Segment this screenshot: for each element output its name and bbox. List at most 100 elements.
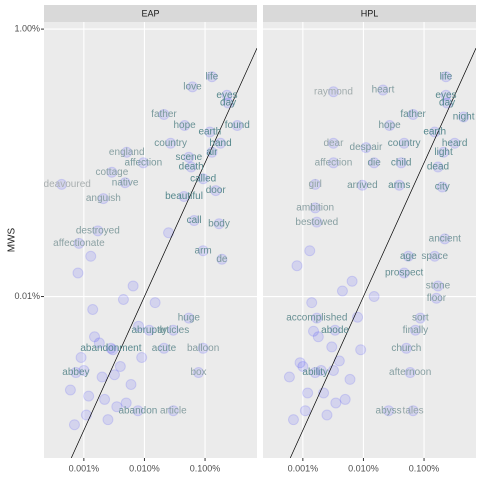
point	[102, 414, 114, 426]
point	[83, 390, 95, 402]
point	[178, 190, 190, 202]
word-label: articles	[158, 325, 190, 336]
point	[85, 250, 97, 262]
word-label: heart	[372, 85, 395, 96]
point	[133, 320, 145, 332]
point	[287, 414, 299, 426]
word-label: earth	[198, 127, 221, 138]
word-label: call	[187, 215, 202, 226]
word-label: de	[216, 254, 228, 265]
point	[215, 137, 227, 149]
point	[149, 297, 161, 309]
point	[439, 233, 451, 245]
point	[185, 161, 197, 173]
word-label: body	[208, 218, 230, 229]
point	[222, 97, 234, 109]
word-label: life	[440, 71, 453, 82]
point	[158, 342, 170, 354]
point	[114, 360, 126, 372]
point	[395, 157, 407, 169]
word-label: door	[206, 185, 227, 196]
point	[440, 89, 452, 101]
word-label: bestowed	[295, 217, 338, 228]
point	[283, 371, 295, 383]
point	[309, 178, 321, 190]
point	[429, 250, 441, 262]
point	[377, 84, 389, 96]
point	[80, 409, 92, 421]
word-label: day	[439, 98, 455, 109]
word-label: eyes	[216, 90, 237, 101]
word-label: prospect	[385, 268, 424, 279]
point	[120, 397, 132, 409]
facet-title: EAP	[141, 8, 159, 18]
point	[125, 378, 137, 390]
word-label: country	[388, 138, 421, 149]
point	[108, 369, 120, 381]
word-label: death	[179, 162, 204, 173]
word-label: night	[453, 112, 475, 123]
point	[204, 126, 216, 138]
word-label: life	[206, 71, 219, 82]
word-label: abbey	[62, 367, 89, 378]
point	[70, 367, 82, 379]
word-label: day	[220, 98, 236, 109]
x-tick-label: 0.010%	[129, 463, 160, 473]
point	[306, 297, 318, 309]
word-label: child	[391, 157, 412, 168]
point	[213, 218, 225, 230]
point	[398, 267, 410, 279]
point	[404, 367, 416, 379]
word-label: huge	[178, 313, 201, 324]
point	[336, 285, 348, 297]
word-label: city	[435, 182, 450, 193]
word-label: arms	[388, 180, 410, 191]
y-tick-label: 0.01%	[14, 291, 40, 301]
point	[299, 405, 311, 417]
point	[432, 161, 444, 173]
point	[384, 120, 396, 132]
word-label: beautiful	[165, 191, 203, 202]
point	[327, 86, 339, 98]
panel	[263, 22, 476, 458]
point	[99, 393, 111, 405]
point	[127, 280, 139, 292]
point	[111, 401, 123, 413]
word-label: afternoon	[389, 367, 431, 378]
word-label: abandon	[118, 405, 157, 416]
point	[302, 387, 314, 399]
point	[360, 142, 372, 154]
x-tick-label: 0.100%	[190, 463, 221, 473]
point	[143, 324, 155, 336]
word-label: abyss	[376, 405, 402, 416]
word-label: cottage	[95, 167, 128, 178]
word-label: arrived	[347, 180, 378, 191]
point	[197, 342, 209, 354]
point	[440, 71, 452, 83]
word-label: arm	[195, 245, 212, 256]
word-label: girl	[309, 179, 322, 190]
x-tick-label: 0.001%	[288, 463, 319, 473]
point	[308, 325, 320, 337]
word-label: floor	[427, 293, 447, 304]
word-label: finally	[403, 325, 429, 336]
word-label: light	[434, 147, 453, 158]
word-label: abandonment	[80, 343, 141, 354]
point	[64, 384, 76, 396]
point	[407, 405, 419, 417]
point	[294, 357, 306, 369]
word-label: eyes	[435, 90, 456, 101]
point	[221, 89, 233, 101]
point	[409, 324, 421, 336]
word-label: hope	[173, 120, 196, 131]
point	[87, 303, 99, 315]
word-label: ancient	[429, 233, 461, 244]
word-label: hope	[378, 120, 401, 131]
point	[368, 291, 380, 303]
point	[383, 405, 395, 417]
word-label: despair	[350, 142, 383, 153]
point	[206, 71, 218, 83]
point	[117, 294, 129, 306]
point	[68, 419, 80, 431]
point	[183, 312, 195, 324]
